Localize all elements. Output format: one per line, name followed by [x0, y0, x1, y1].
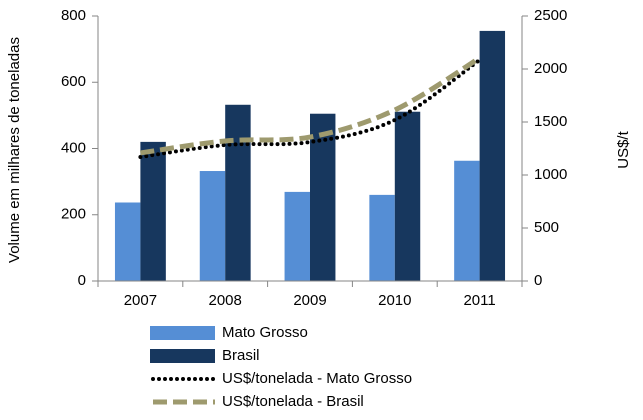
y-tick-label: 200	[61, 206, 86, 223]
x-tick-label: 2009	[293, 292, 326, 309]
line	[138, 57, 482, 159]
legend-label: Mato Grosso	[222, 324, 308, 341]
legend-swatch	[150, 349, 215, 363]
bar	[199, 171, 226, 281]
y2-axis-title: US$/t	[615, 130, 632, 168]
y-axis-title: Volume em milhares de toneladas	[6, 37, 23, 263]
line	[140, 55, 481, 156]
bar	[284, 191, 310, 281]
x-tick-label: 2007	[124, 292, 157, 309]
y2-tick-label: 1000	[534, 166, 567, 183]
legend-swatch	[150, 326, 215, 340]
y2-tick-label: 2000	[534, 60, 567, 77]
x-tick-label: 2008	[209, 292, 242, 309]
x-tick-label: 2011	[463, 292, 495, 309]
y2-tick-label: 2500	[534, 7, 567, 24]
bar	[479, 30, 506, 281]
legend-label: US$/tonelada - Mato Grosso	[222, 370, 412, 387]
y-tick-label: 600	[61, 73, 86, 90]
legend-label: Brasil	[222, 347, 260, 364]
bar	[114, 202, 141, 281]
y2-tick-label: 1500	[534, 113, 567, 130]
y2-tick-label: 0	[534, 272, 542, 289]
bar	[369, 194, 395, 281]
y-tick-label: 800	[61, 7, 86, 24]
y-tick-label: 0	[78, 272, 86, 289]
bar	[454, 160, 480, 281]
bar	[140, 141, 166, 281]
legend-label: US$/tonelada - Brasil	[222, 393, 364, 410]
bar	[225, 104, 251, 282]
x-tick-label: 2010	[378, 292, 411, 309]
y-tick-label: 400	[61, 139, 86, 156]
y2-tick-label: 500	[534, 219, 559, 236]
bar	[394, 111, 421, 281]
